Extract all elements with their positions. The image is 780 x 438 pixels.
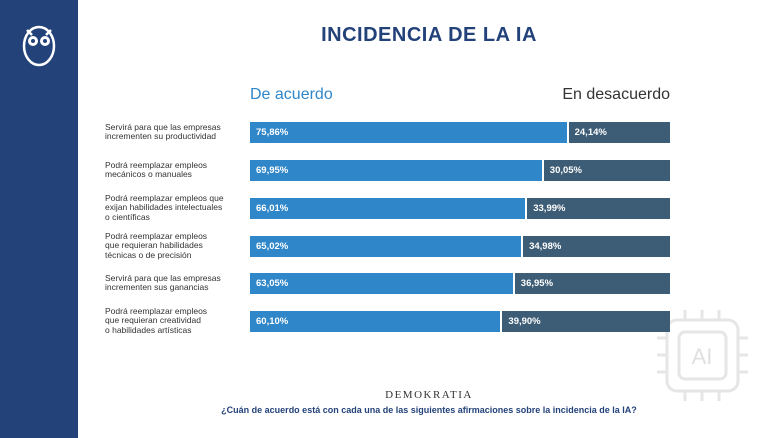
bar xyxy=(250,235,522,257)
value-label: 66,01% xyxy=(256,202,289,214)
value-label: 60,10% xyxy=(256,315,289,327)
chart-title: INCIDENCIA DE LA IA xyxy=(321,24,537,46)
cat: Servirá para que las empresas incremente… xyxy=(105,272,221,292)
svg-text:AI: AI xyxy=(692,344,713,369)
legend-entry: De acuerdo xyxy=(250,86,333,103)
bar xyxy=(250,197,526,219)
cat: Servirá para que las empresas incremente… xyxy=(105,121,221,141)
legend-entry: En desacuerdo xyxy=(562,86,670,103)
value-label: 65,02% xyxy=(256,240,289,252)
ai-icon: AI xyxy=(657,310,748,401)
value-label: 75,86% xyxy=(256,126,289,138)
bar xyxy=(250,310,501,332)
value-label: 33,99% xyxy=(533,202,566,214)
cat: Podrá reemplazar empleos mecánicos o man… xyxy=(105,159,208,179)
bar xyxy=(568,121,670,143)
bar xyxy=(250,272,513,294)
value-label: 24,14% xyxy=(574,126,607,138)
value-label: 36,95% xyxy=(520,277,554,289)
value-label: 39,90% xyxy=(508,315,541,327)
bar xyxy=(543,159,670,181)
question: ¿Cuán de acuerdo está con cada una de la… xyxy=(221,405,637,415)
bar xyxy=(523,235,670,257)
value-label: 69,95% xyxy=(256,164,289,176)
bar xyxy=(502,310,670,332)
cat: Podrá reemplazar empleos que exijan habi… xyxy=(105,192,224,222)
cat: Podrá reemplazar empleos que requieran c… xyxy=(105,305,208,335)
value-label: 34,98% xyxy=(529,240,562,252)
bar xyxy=(514,272,670,294)
logo xyxy=(22,25,56,67)
bar xyxy=(527,197,670,219)
value-label: 63,05% xyxy=(256,277,289,289)
bar xyxy=(250,121,567,143)
source: DEMOKRATIA xyxy=(385,389,473,401)
value-label: 30,05% xyxy=(549,164,583,176)
cat: Podrá reemplazar empleos que requieran h… xyxy=(105,230,208,260)
sidebar xyxy=(0,0,78,438)
bar xyxy=(250,159,542,181)
